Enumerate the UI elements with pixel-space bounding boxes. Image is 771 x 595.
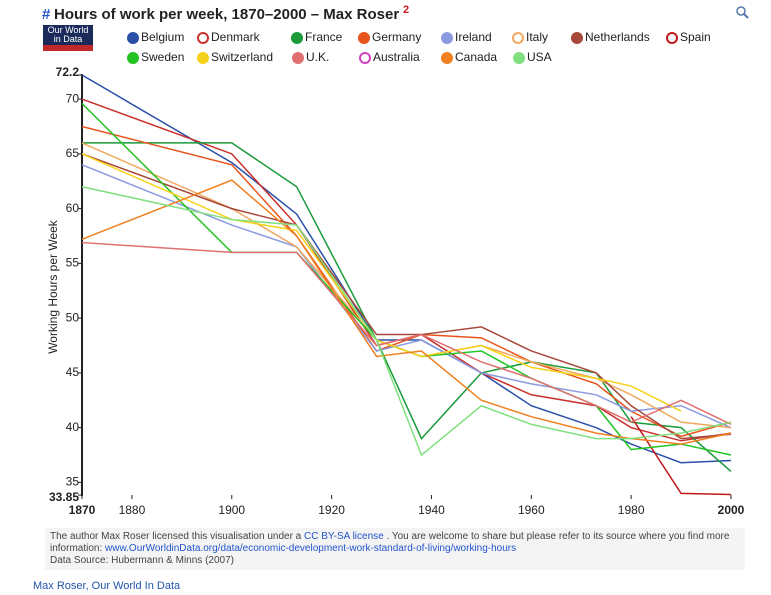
y-axis-label: Working Hours per Week: [46, 219, 60, 354]
legend-label: Spain: [680, 30, 711, 44]
title-hash: #: [42, 6, 51, 23]
series-line: [81, 98, 732, 442]
series-line: [630, 416, 732, 496]
series-line: [81, 102, 732, 456]
y-tick-label: 70: [66, 91, 80, 105]
series-line: [81, 185, 732, 457]
x-tick-label: 1980: [618, 503, 645, 517]
legend-label: Germany: [372, 30, 421, 44]
legend-marker: [512, 32, 524, 44]
logo-stripe: [43, 45, 93, 51]
series-line: [81, 125, 732, 438]
legend-marker: [197, 32, 209, 44]
y-tick-label: 60: [66, 201, 80, 215]
x-tick-label: 1870: [69, 503, 96, 517]
credit[interactable]: Max Roser, Our World In Data: [33, 580, 181, 592]
y-tick-label: 35: [66, 475, 80, 489]
series-line: [81, 179, 732, 445]
series-line: [81, 241, 732, 426]
legend-marker: [441, 32, 453, 44]
footer-text: . You are welcome to share but please re…: [50, 531, 730, 554]
legend-label: Italy: [526, 30, 548, 44]
legend-label: Australia: [373, 50, 420, 64]
x-tick-label: 1960: [518, 503, 545, 517]
footer-source: Data Source: Hubermann & Minns (2007): [50, 555, 234, 566]
x-tick-label: 1900: [218, 503, 245, 517]
legend-label: France: [305, 30, 343, 44]
legend-marker: [127, 52, 139, 64]
y-tick-label: 50: [66, 310, 80, 324]
legend-marker: [441, 52, 453, 64]
legend-marker: [666, 32, 678, 44]
legend-marker: [197, 52, 209, 64]
legend-marker: [571, 32, 583, 44]
series-line: [81, 153, 682, 412]
legend-label: Sweden: [141, 50, 184, 64]
x-tick-label: 1880: [119, 503, 146, 517]
zoom-icon[interactable]: [736, 6, 749, 19]
legend-label: Denmark: [211, 30, 261, 44]
legend-label: Belgium: [141, 30, 184, 44]
y-tick-label: 65: [66, 146, 80, 160]
footer-text: The author Max Roser licensed this visua…: [50, 531, 302, 542]
logo: Our World in Data: [47, 25, 89, 44]
x-tick-label: 1920: [318, 503, 345, 517]
legend-marker: [359, 52, 371, 64]
x-tick-label: 1940: [418, 503, 445, 517]
y-tick-label: 55: [66, 256, 80, 270]
legend-label: Canada: [455, 50, 497, 64]
license-link[interactable]: CC BY-SA license: [304, 531, 384, 542]
y-tick-label: 33.85: [49, 490, 79, 504]
series-line: [81, 142, 732, 429]
series-line: [81, 153, 732, 440]
title-superscript: 2: [403, 4, 409, 16]
y-tick-label: 45: [66, 365, 80, 379]
legend-marker: [513, 52, 525, 64]
legend-label: Netherlands: [585, 30, 650, 44]
legend-label: USA: [527, 50, 552, 64]
series-line: [81, 164, 732, 429]
y-tick-label: 40: [66, 420, 80, 434]
chart-title: Hours of work per week, 1870–2000 – Max …: [54, 6, 399, 23]
legend-marker: [358, 32, 370, 44]
legend-label: Ireland: [455, 30, 492, 44]
legend-marker: [292, 52, 304, 64]
y-tick-label: 72.2: [56, 65, 80, 79]
series-line: [82, 142, 732, 473]
logo-wrap: Our World in Data: [47, 25, 89, 44]
x-tick-label: 2000: [718, 503, 745, 517]
chart: # Hours of work per week, 1870–2000 – Ma…: [42, 4, 749, 517]
footer: The author Max Roser licensed this visua…: [45, 528, 745, 570]
legend-label: U.K.: [306, 50, 329, 64]
legend-marker: [127, 32, 139, 44]
legend-marker: [291, 32, 303, 44]
source-link[interactable]: www.OurWorldinData.org/data/economic-dev…: [105, 543, 517, 554]
legend-label: Switzerland: [211, 50, 273, 64]
